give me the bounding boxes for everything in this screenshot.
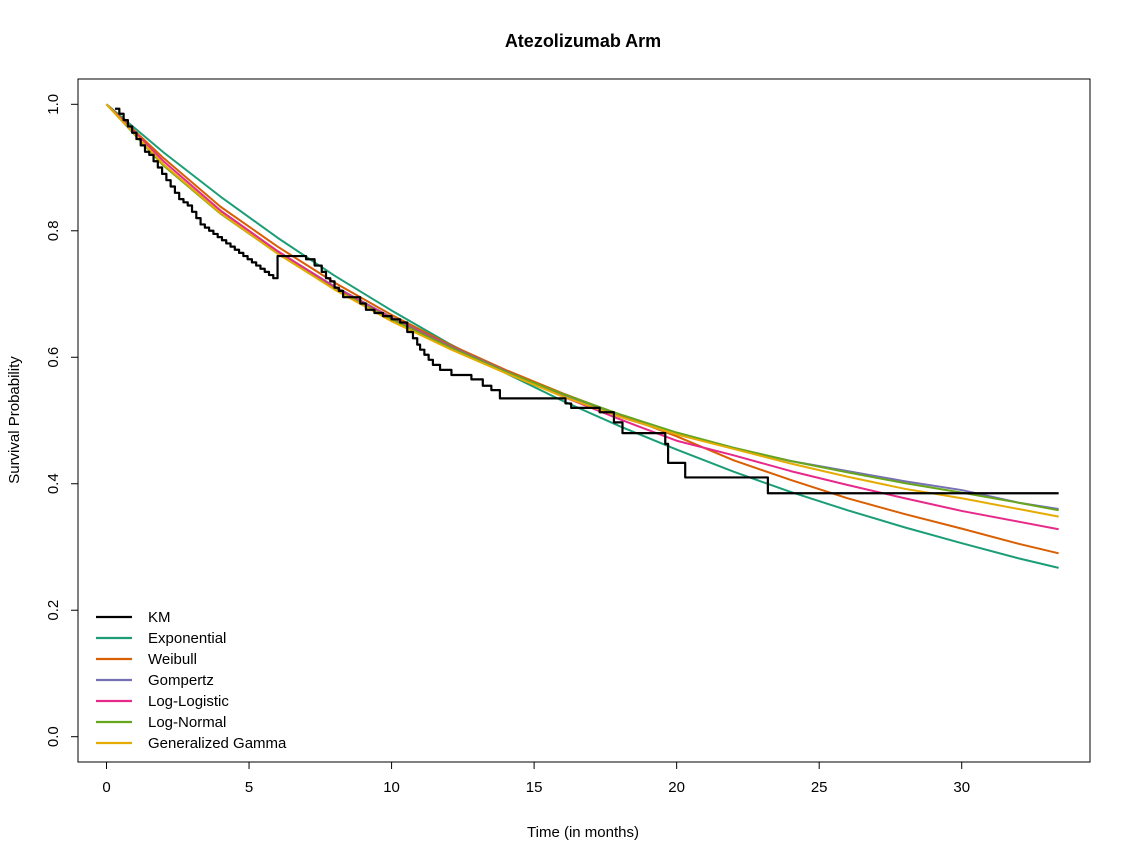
y-tick-label: 0.0 [45,726,62,747]
x-tick-label: 20 [668,779,685,796]
series-line-gompertz [105,103,1059,511]
legend-label: Gompertz [148,672,214,689]
y-axis-label: Survival Probability [6,356,23,484]
chart-title: Atezolizumab Arm [505,31,661,51]
x-axis: 0 5 10 15 20 25 30 [102,761,970,796]
series-line-km [115,107,1059,495]
y-tick-label: 0.8 [45,220,62,241]
plot-area [105,103,1059,569]
x-tick-label: 15 [526,779,543,796]
y-tick-label: 0.6 [45,347,62,368]
y-axis: 0.0 0.2 0.4 0.6 0.8 1.0 [45,94,79,747]
x-tick-label: 10 [383,779,400,796]
y-tick-label: 0.2 [45,600,62,621]
legend: KM Exponential Weibull Gompertz Log-Logistic… [96,609,287,752]
x-axis-label: Time (in months) [527,824,639,841]
series-line-generalized-gamma [105,103,1059,518]
legend-label: Generalized Gamma [148,735,287,752]
legend-label: Log-Normal [148,714,226,731]
legend-label: Exponential [148,630,226,647]
x-tick-label: 25 [811,779,828,796]
series-line-exponential [105,103,1059,569]
plot-border [77,78,1091,763]
legend-label: Log-Logistic [148,693,229,710]
x-tick-label: 30 [953,779,970,796]
x-tick-label: 5 [245,779,253,796]
legend-label: Weibull [148,651,197,668]
y-tick-label: 1.0 [45,94,62,115]
legend-label: KM [148,609,171,626]
series-line-log-normal [105,103,1059,512]
y-tick-label: 0.4 [45,473,62,494]
series-line-log-logistic [105,103,1059,531]
x-tick-label: 0 [102,779,110,796]
